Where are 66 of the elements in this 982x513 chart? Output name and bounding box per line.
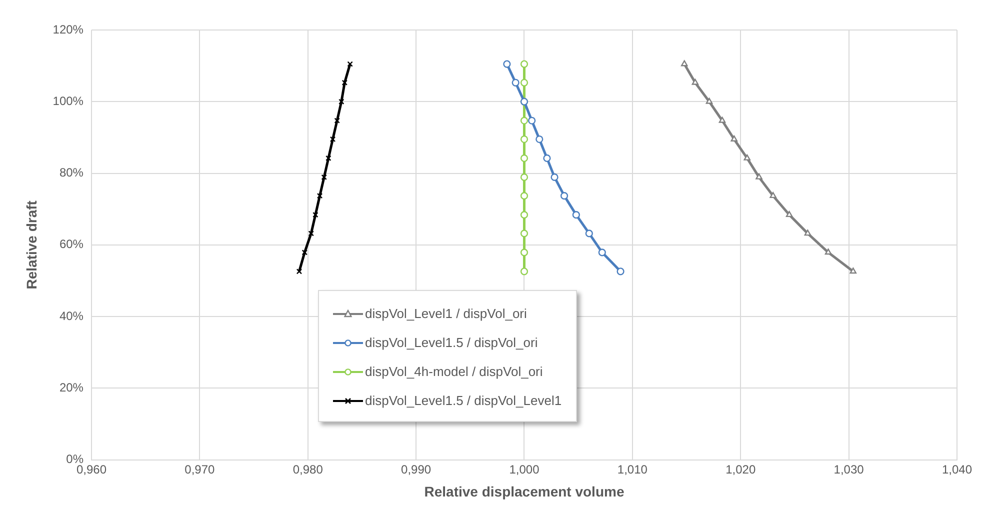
point xyxy=(302,250,308,256)
x-tick-label: 0,980 xyxy=(292,462,324,476)
x-tick-label: 1,020 xyxy=(726,462,756,476)
legend-label: dispVol_Level1.5 / dispVol_Level1 xyxy=(365,393,562,408)
point xyxy=(520,248,528,256)
legend-label: dispVol_Level1 / dispVol_ori xyxy=(365,306,527,321)
point xyxy=(520,78,528,86)
point xyxy=(342,80,348,86)
point xyxy=(730,135,738,142)
point xyxy=(296,268,302,274)
point xyxy=(503,60,511,68)
point xyxy=(312,212,318,218)
point xyxy=(520,268,528,276)
y-tick-label: 20% xyxy=(59,380,84,394)
point xyxy=(308,230,314,236)
point xyxy=(316,192,323,199)
point xyxy=(536,135,544,144)
y-tick-label: 120% xyxy=(52,22,84,36)
point xyxy=(520,173,528,182)
point xyxy=(520,116,528,124)
x-tick-label: 1,030 xyxy=(834,462,864,476)
point xyxy=(744,154,750,160)
point xyxy=(520,154,528,162)
y-tick-label: 60% xyxy=(59,237,84,252)
point xyxy=(680,60,688,66)
x-tick-label: 1,000 xyxy=(509,462,540,476)
point xyxy=(321,174,327,180)
point xyxy=(338,98,344,104)
point xyxy=(550,173,558,182)
point xyxy=(520,60,528,68)
y-tick-label: 40% xyxy=(59,308,84,323)
y-tick-label: 80% xyxy=(59,166,84,180)
y-tick-label: 100% xyxy=(52,94,84,108)
point xyxy=(520,230,528,238)
point xyxy=(560,192,568,200)
point xyxy=(520,135,528,144)
x-tick-label: 0,990 xyxy=(401,462,432,476)
point xyxy=(756,173,762,180)
point xyxy=(770,192,776,198)
x-axis-title: Relative displacement volume xyxy=(424,483,624,500)
point xyxy=(512,78,520,86)
point xyxy=(347,61,353,67)
point xyxy=(706,98,713,104)
legend-label: dispVol_4h-model / dispVol_ori xyxy=(365,364,543,379)
point xyxy=(543,154,551,162)
point xyxy=(572,211,580,219)
point xyxy=(334,118,340,124)
point xyxy=(692,78,699,85)
point xyxy=(850,268,857,274)
x-tick-label: 1,010 xyxy=(617,462,648,476)
y-axis-title: Relative draft xyxy=(23,200,40,290)
point xyxy=(528,116,536,124)
point xyxy=(804,230,812,236)
x-tick-label: 0,970 xyxy=(184,462,216,476)
point xyxy=(326,155,332,162)
x-tick-label: 1,040 xyxy=(942,462,972,476)
point xyxy=(824,248,832,255)
point xyxy=(520,192,528,200)
point xyxy=(585,230,593,238)
point xyxy=(718,116,726,123)
point xyxy=(520,211,528,219)
point xyxy=(786,211,793,218)
point xyxy=(330,136,336,142)
legend-label: dispVol_Level1.5 / dispVol_ori xyxy=(365,335,538,350)
point xyxy=(616,268,624,276)
point xyxy=(598,248,606,256)
